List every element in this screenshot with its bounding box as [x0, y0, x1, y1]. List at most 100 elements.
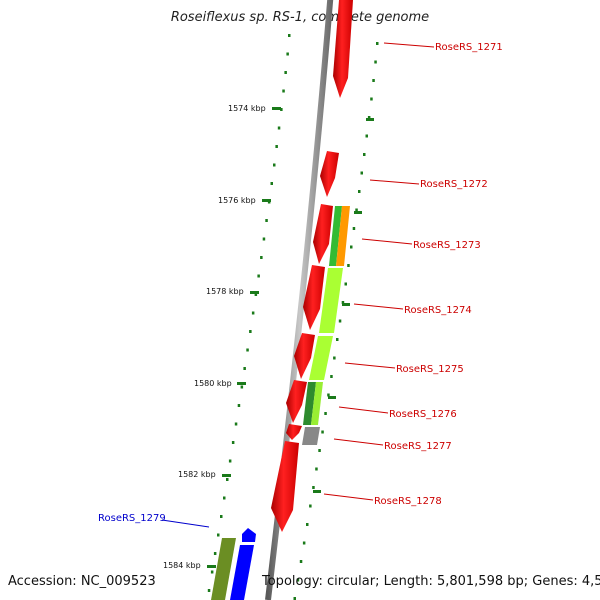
ruler-dot: [277, 126, 281, 130]
ruler-dot: [324, 412, 327, 415]
gene-arrow-rosers-1279[interactable]: [242, 528, 256, 542]
ruler-dot: [223, 496, 226, 500]
ruler-dot: [207, 589, 211, 592]
ruler-dot: [280, 108, 283, 111]
ruler-dot: [360, 171, 363, 175]
ruler-dot: [344, 282, 347, 286]
ruler-dot: [231, 441, 235, 444]
ruler-dot: [296, 578, 300, 582]
ruler-tick: [313, 490, 321, 493]
gene-arrow-rosers-1273[interactable]: [313, 204, 333, 264]
ruler-dot: [251, 311, 255, 315]
cog-feature[interactable]: [329, 206, 342, 266]
ruler-dot: [306, 523, 309, 526]
ruler-tick: [262, 199, 271, 202]
gene-label-rosers-1276[interactable]: RoseRS_1276: [389, 409, 457, 420]
ruler-tick: [237, 382, 246, 385]
ruler-dot: [275, 145, 278, 148]
ruler-dot: [265, 219, 268, 222]
ruler-dot: [282, 89, 285, 93]
gene-arrow-rosers-1279-body[interactable]: [230, 545, 254, 600]
ruler-dot: [286, 52, 289, 56]
ruler-label: 1584 kbp: [163, 561, 201, 570]
gene-arrow-rosers-1271[interactable]: [333, 0, 353, 98]
ruler-label: 1578 kbp: [206, 287, 244, 296]
gene-track: [230, 0, 353, 600]
cog-feature[interactable]: [211, 538, 236, 600]
ruler-dot: [315, 467, 318, 471]
ruler-dot: [217, 533, 220, 537]
ruler-dot: [284, 71, 287, 74]
ruler-dot: [240, 385, 244, 389]
ruler-dot: [293, 597, 296, 600]
ruler-label: 1574 kbp: [228, 104, 266, 113]
ruler-tracks: [207, 34, 379, 600]
gene-label-rosers-1274[interactable]: RoseRS_1274: [404, 305, 472, 316]
ruler-tick: [250, 291, 259, 294]
ruler-tick: [272, 107, 281, 110]
ruler-dot: [260, 256, 263, 259]
gene-label-rosers-1273[interactable]: RoseRS_1273: [413, 240, 481, 251]
ruler-label: 1576 kbp: [218, 196, 256, 205]
cog-feature[interactable]: [336, 206, 350, 266]
gene-label-rosers-1279[interactable]: RoseRS_1279: [98, 513, 166, 524]
ruler-dot: [210, 570, 214, 574]
gene-arrow-rosers-1277[interactable]: [286, 424, 302, 440]
ruler-dot: [237, 404, 241, 407]
gene-arrow-rosers-1275[interactable]: [294, 333, 315, 379]
ruler-dot: [309, 504, 312, 508]
ruler-tick: [366, 118, 374, 121]
ruler-dot: [347, 264, 350, 267]
cog-feature[interactable]: [319, 268, 343, 333]
ruler-tick: [342, 303, 350, 306]
cog-feature[interactable]: [311, 382, 323, 425]
ruler-dot: [228, 459, 232, 463]
ruler-dot: [374, 60, 377, 64]
ruler-tick: [328, 396, 336, 399]
ruler: 1574 kbp 1576 kbp 1578 kbp 1580 kbp 1582…: [163, 104, 374, 570]
gene-arrow-rosers-1272[interactable]: [320, 151, 339, 197]
gene-label-rosers-1271[interactable]: RoseRS_1271: [435, 42, 503, 53]
ruler-label: 1582 kbp: [178, 470, 216, 479]
ruler-dot: [243, 367, 246, 370]
gene-arrow-rosers-1276[interactable]: [286, 380, 307, 423]
ruler-tick: [354, 211, 362, 214]
ruler-dot: [336, 338, 339, 341]
ruler-dot: [327, 393, 330, 397]
ruler-dot: [220, 515, 223, 518]
ruler-dot: [355, 208, 358, 212]
gene-arrow-rosers-1278[interactable]: [271, 441, 299, 532]
ruler-dot: [299, 560, 303, 563]
ruler-dot: [330, 375, 333, 378]
ruler-dot: [363, 153, 366, 156]
ruler-label: 1580 kbp: [194, 379, 232, 388]
ruler-dot: [257, 274, 260, 278]
leader-line: [338, 406, 389, 414]
ruler-dot: [302, 541, 306, 545]
cog-feature[interactable]: [303, 382, 316, 425]
ruler-dot: [246, 348, 249, 352]
gene-label-rosers-1278[interactable]: RoseRS_1278: [374, 496, 442, 507]
leader-line: [323, 493, 374, 501]
cog-track: [211, 206, 350, 600]
ruler-tick: [222, 474, 231, 477]
ruler-dot: [312, 486, 315, 489]
leader-line: [353, 303, 404, 310]
ruler-dot: [318, 449, 321, 452]
gene-label-rosers-1272[interactable]: RoseRS_1272: [420, 179, 488, 190]
ruler-dot: [249, 330, 252, 333]
leader-lines: [161, 42, 435, 528]
cog-feature[interactable]: [302, 427, 320, 445]
cog-feature[interactable]: [309, 336, 333, 380]
gene-label-rosers-1275[interactable]: RoseRS_1275: [396, 364, 464, 375]
ruler-dot: [365, 134, 368, 138]
ruler-dot: [234, 422, 238, 426]
ruler-dot: [321, 430, 324, 434]
leader-line: [333, 438, 384, 446]
gene-label-rosers-1277[interactable]: RoseRS_1277: [384, 441, 452, 452]
gene-arrow-rosers-1274[interactable]: [303, 265, 325, 330]
accession-text: Accession: NC_009523: [8, 574, 156, 589]
leader-line: [161, 519, 210, 528]
